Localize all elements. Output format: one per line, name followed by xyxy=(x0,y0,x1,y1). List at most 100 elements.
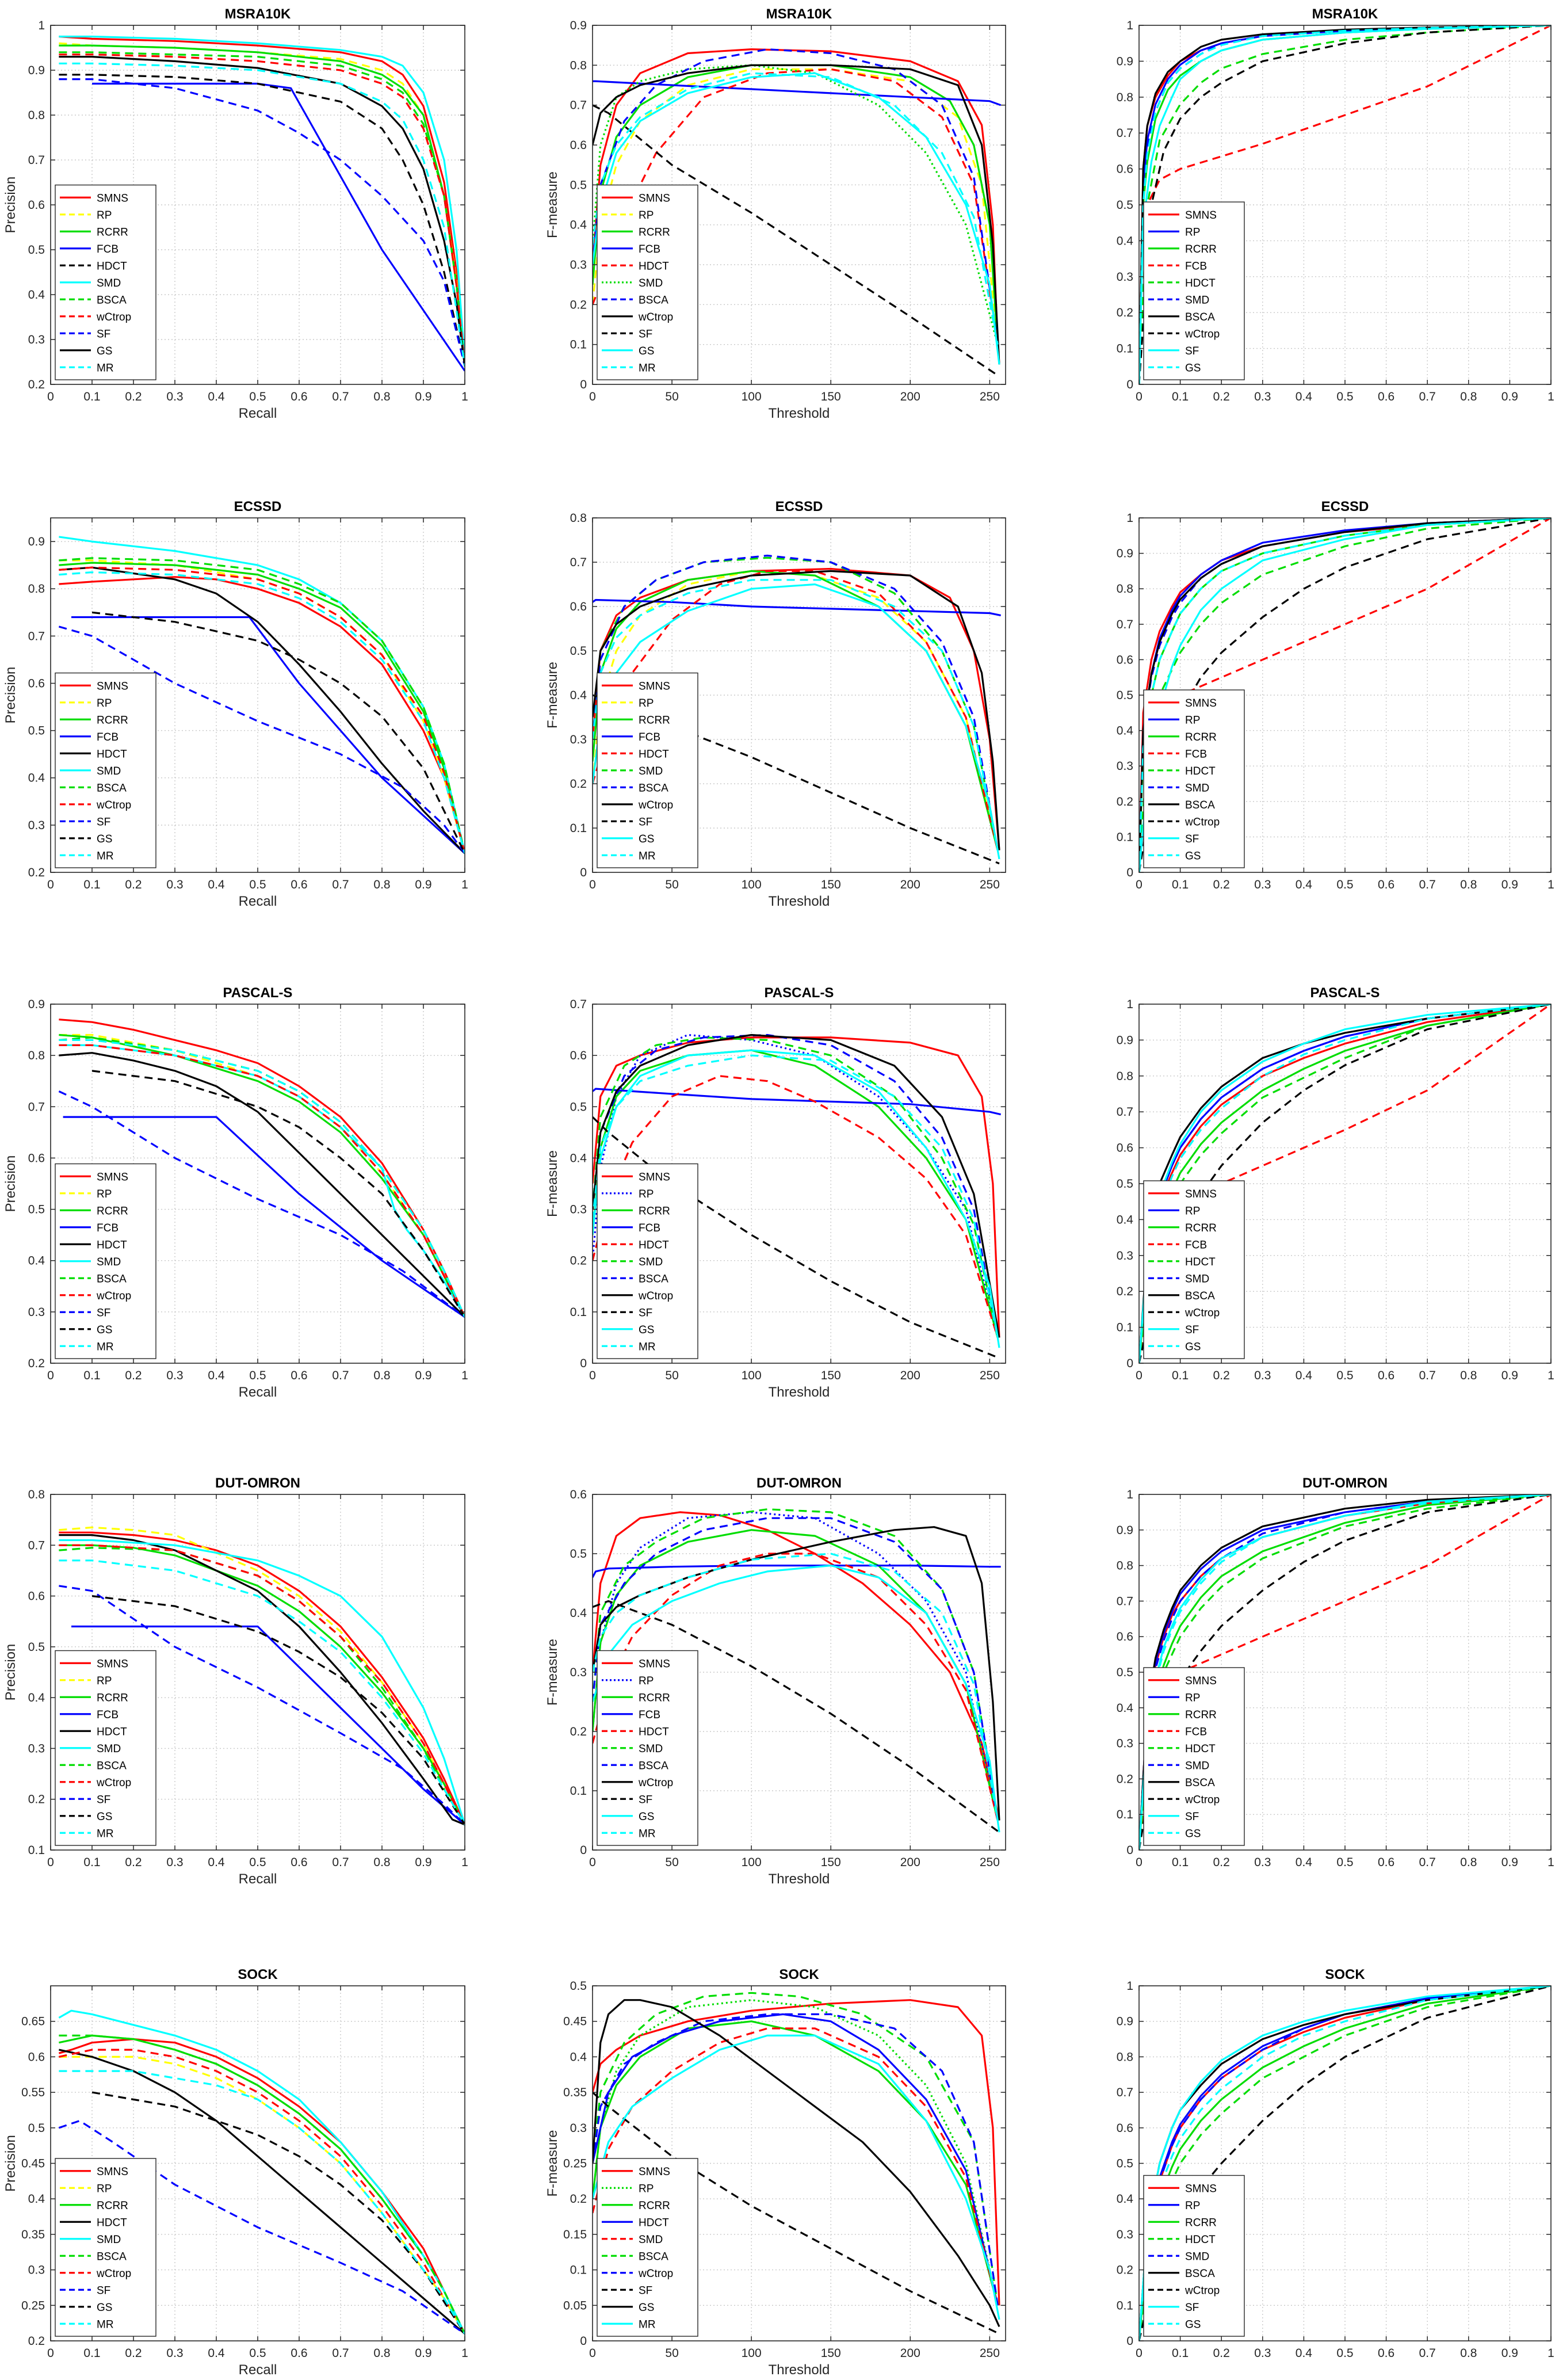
y-tick-label: 0.5 xyxy=(1117,1666,1133,1679)
x-tick-label: 0.2 xyxy=(125,1856,142,1869)
series-line-mr xyxy=(59,2070,465,2335)
legend-label: FCB xyxy=(1185,1239,1207,1251)
legend-label: RP xyxy=(639,209,654,222)
x-tick-label: 1 xyxy=(461,390,468,403)
y-tick-label: 0.1 xyxy=(1117,1321,1133,1334)
x-tick-label: 0.5 xyxy=(1336,2347,1353,2360)
y-axis-label: Precision xyxy=(3,1644,18,1701)
legend-label: RP xyxy=(639,2183,654,2195)
legend-label: FCB xyxy=(1185,1726,1207,1738)
chart-ecssd-fm: 0 50 100 150 200 250 0 0.1 0.2 0.3 0.4 0.5 0.6 0.7 0.8… xyxy=(545,499,1006,909)
series-line-fcb xyxy=(1139,25,1551,384)
series-line-fcb xyxy=(71,616,465,855)
series-line-hdct xyxy=(59,1052,465,1318)
y-axis-label: F-measure xyxy=(545,662,560,729)
series-line-rcrr xyxy=(593,2020,999,2306)
x-tick-label: 100 xyxy=(742,390,762,403)
series-line-hdct xyxy=(593,68,999,345)
series-line-bsca xyxy=(59,51,465,367)
y-tick-label: 0.2 xyxy=(570,1725,587,1738)
legend-label: RP xyxy=(1185,226,1200,238)
legend-label: RP xyxy=(639,1188,654,1200)
series-line-sf xyxy=(58,1090,465,1318)
x-tick-label: 0 xyxy=(589,1369,596,1382)
legend: SMNS RP RCRR FCB HDCT SMD BSCA wCtrop SF GS xyxy=(1143,1180,1245,1359)
x-tick-label: 1 xyxy=(461,1369,468,1382)
legend-label: SMNS xyxy=(639,1658,670,1670)
legend-label: MR xyxy=(97,850,114,862)
legend-label: wCtrop xyxy=(96,799,131,811)
series-group xyxy=(593,1992,1000,2335)
y-tick-label: 0.05 xyxy=(563,2299,587,2312)
y-tick-label: 0.1 xyxy=(570,1306,587,1319)
x-tick-label: 50 xyxy=(665,878,678,891)
y-tick-label: 0.3 xyxy=(570,1203,587,1216)
chart-pascal-roc: 0 0.1 0.2 0.3 0.4 0.5 0.6 0.7 0.8 0.9 1 0 0.1 0.2 0.3 0… xyxy=(1117,985,1554,1382)
y-tick-label: 0.4 xyxy=(28,1254,45,1268)
legend-label: SMNS xyxy=(97,192,128,204)
legend-label: RCRR xyxy=(1185,731,1217,743)
x-tick-label: 0.2 xyxy=(125,390,142,403)
y-tick-label: 0.1 xyxy=(1117,830,1133,844)
y-tick-label: 1 xyxy=(1126,19,1133,32)
legend: SMNS RP RCRR FCB HDCT SMD BSCA wCtrop SF GS MR xyxy=(55,672,156,868)
y-tick-label: 0.1 xyxy=(570,338,587,352)
x-tick-label: 0.3 xyxy=(1254,1369,1271,1382)
series-line-gs xyxy=(593,1565,1000,1833)
x-tick-label: 0.3 xyxy=(1254,2347,1271,2360)
legend-label: RP xyxy=(1185,1692,1200,1704)
y-tick-label: 0.9 xyxy=(28,998,45,1011)
y-tick-label: 0.5 xyxy=(28,1203,45,1216)
series-group xyxy=(593,554,1002,865)
x-tick-label: 0.7 xyxy=(332,878,349,891)
legend-label: RCRR xyxy=(1185,2217,1217,2229)
series-line-sf xyxy=(58,2119,465,2335)
x-tick-label: 0.1 xyxy=(1172,878,1189,891)
legend-label: SF xyxy=(639,2284,652,2297)
legend-label: RCRR xyxy=(97,226,128,238)
x-tick-label: 0.5 xyxy=(249,1369,266,1382)
legend-label: SMD xyxy=(1185,294,1209,306)
x-tick-label: 0.2 xyxy=(1213,1369,1230,1382)
legend-label: RP xyxy=(639,1675,654,1687)
chart-msra-fm: 0 50 100 150 200 250 0 0.1 0.2 0.3 0.4 0.5 0.6 0.7 0.8… xyxy=(545,6,1006,421)
series-group xyxy=(58,1019,465,1318)
x-tick-label: 0.1 xyxy=(83,878,100,891)
series-group xyxy=(59,35,465,372)
legend-label: HDCT xyxy=(1185,2234,1216,2246)
series-line-sf xyxy=(59,1585,465,1826)
legend-label: SF xyxy=(1185,1811,1199,1823)
series-line-gs xyxy=(1139,518,1551,872)
x-tick-label: 0.4 xyxy=(1296,878,1313,891)
y-tick-label: 0.6 xyxy=(1117,1142,1133,1155)
y-tick-label: 0.2 xyxy=(28,378,45,391)
series-line-fcb xyxy=(593,1565,1001,1578)
x-tick-label: 0.7 xyxy=(332,1856,349,1869)
y-tick-label: 0.7 xyxy=(1117,618,1133,631)
series-line-gs xyxy=(91,611,465,854)
y-tick-label: 0.4 xyxy=(570,219,587,232)
legend-label: RCRR xyxy=(639,1692,670,1704)
legend-label: SF xyxy=(639,1794,652,1806)
series-line-rp xyxy=(59,42,465,367)
series-line-mr xyxy=(59,62,465,367)
chart-title: PASCAL-S xyxy=(765,985,834,1001)
legend-label: SF xyxy=(639,816,652,828)
legend-label: wCtrop xyxy=(638,1777,673,1789)
series-line-bsca xyxy=(1139,1494,1551,1850)
legend-label: MR xyxy=(639,2318,656,2331)
x-tick-label: 0.1 xyxy=(1172,2347,1189,2360)
series-line-wctrop xyxy=(593,570,1000,850)
series-line-hdct xyxy=(593,1075,999,1338)
y-tick-label: 0.4 xyxy=(570,689,587,702)
legend-label: BSCA xyxy=(639,1760,668,1772)
x-tick-label: 250 xyxy=(980,2347,1000,2360)
legend: SMNS RP RCRR FCB HDCT SMD BSCA wCtrop SF GS xyxy=(1143,1667,1245,1846)
series-line-bsca xyxy=(593,1992,999,2306)
x-tick-label: 0.9 xyxy=(1501,1369,1518,1382)
legend-label: SMD xyxy=(639,1743,663,1755)
legend-label: MR xyxy=(639,362,656,374)
y-tick-label: 0 xyxy=(1126,866,1133,879)
series-line-smns xyxy=(593,567,1000,850)
legend-label: HDCT xyxy=(1185,1256,1216,1268)
